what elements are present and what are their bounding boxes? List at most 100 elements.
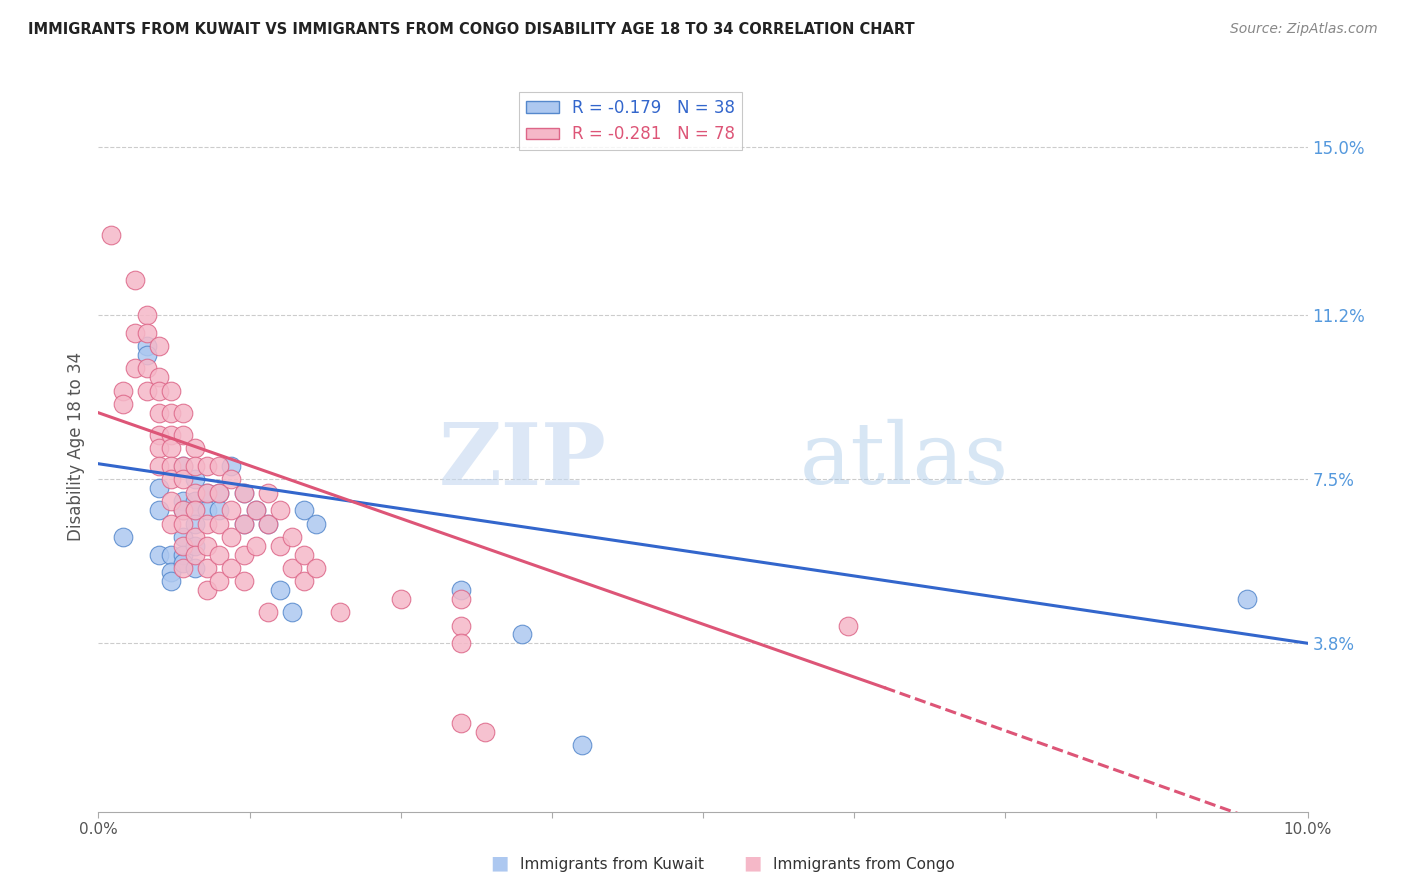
Point [281,530,304,544]
Point [160,384,183,398]
Point [135,361,157,376]
Point [292,548,315,562]
Text: ■: ■ [489,854,509,872]
Point [160,428,183,442]
Point [184,516,207,531]
Point [184,472,207,486]
Point [184,530,207,544]
Text: IMMIGRANTS FROM KUWAIT VS IMMIGRANTS FROM CONGO DISABILITY AGE 18 TO 34 CORRELAT: IMMIGRANTS FROM KUWAIT VS IMMIGRANTS FRO… [28,22,915,37]
Point [135,348,157,362]
Point [305,516,328,531]
Point [269,539,291,553]
Point [305,561,328,575]
Point [195,561,218,575]
Point [172,557,194,571]
Point [450,583,472,598]
Point [208,485,231,500]
Point [329,605,352,619]
Point [148,406,170,420]
Point [195,539,218,553]
Point [474,725,496,739]
Point [184,458,207,473]
Point [111,397,134,411]
Point [184,548,207,562]
Point [135,308,157,322]
Point [269,583,291,598]
Point [184,539,207,553]
Point [172,428,194,442]
Point [160,516,183,531]
Point [245,539,267,553]
Text: Immigrants from Congo: Immigrants from Congo [773,857,955,872]
Point [208,485,231,500]
Point [160,566,183,580]
Point [256,605,278,619]
Point [232,574,254,589]
Point [172,494,194,508]
Point [172,406,194,420]
Point [135,339,157,353]
Point [184,503,207,517]
Point [184,503,207,517]
Point [256,516,278,531]
Text: Source: ZipAtlas.com: Source: ZipAtlas.com [1230,22,1378,37]
Point [148,481,170,495]
Point [124,273,146,287]
Point [172,503,194,517]
Point [111,384,134,398]
Point [148,428,170,442]
Point [450,591,472,606]
Point [184,494,207,508]
Point [172,539,194,553]
Point [184,561,207,575]
Point [172,548,194,562]
Point [148,370,170,384]
Legend: R = -0.179   N = 38, R = -0.281   N = 78: R = -0.179 N = 38, R = -0.281 N = 78 [519,92,742,150]
Point [148,339,170,353]
Point [160,574,183,589]
Point [389,591,412,606]
Point [221,458,243,473]
Point [195,458,218,473]
Point [100,228,122,243]
Point [160,458,183,473]
Point [172,458,194,473]
Point [111,530,134,544]
Text: atlas: atlas [800,419,1010,502]
Point [269,503,291,517]
Point [160,441,183,455]
Point [292,574,315,589]
Point [281,561,304,575]
Point [195,503,218,517]
Point [148,441,170,455]
Point [292,503,315,517]
Point [208,458,231,473]
Point [571,738,593,752]
Point [195,485,218,500]
Point [221,503,243,517]
Text: Immigrants from Kuwait: Immigrants from Kuwait [520,857,704,872]
Text: ■: ■ [742,854,762,872]
Point [172,530,194,544]
Point [232,485,254,500]
Point [160,494,183,508]
Point [124,361,146,376]
Point [450,636,472,650]
Point [148,458,170,473]
Point [208,548,231,562]
Point [195,516,218,531]
Point [135,384,157,398]
Point [208,503,231,517]
Point [148,503,170,517]
Point [160,548,183,562]
Point [195,583,218,598]
Point [172,503,194,517]
Text: ZIP: ZIP [439,418,606,502]
Point [172,472,194,486]
Point [232,548,254,562]
Point [281,605,304,619]
Y-axis label: Disability Age 18 to 34: Disability Age 18 to 34 [66,351,84,541]
Point [160,406,183,420]
Point [221,530,243,544]
Point [232,516,254,531]
